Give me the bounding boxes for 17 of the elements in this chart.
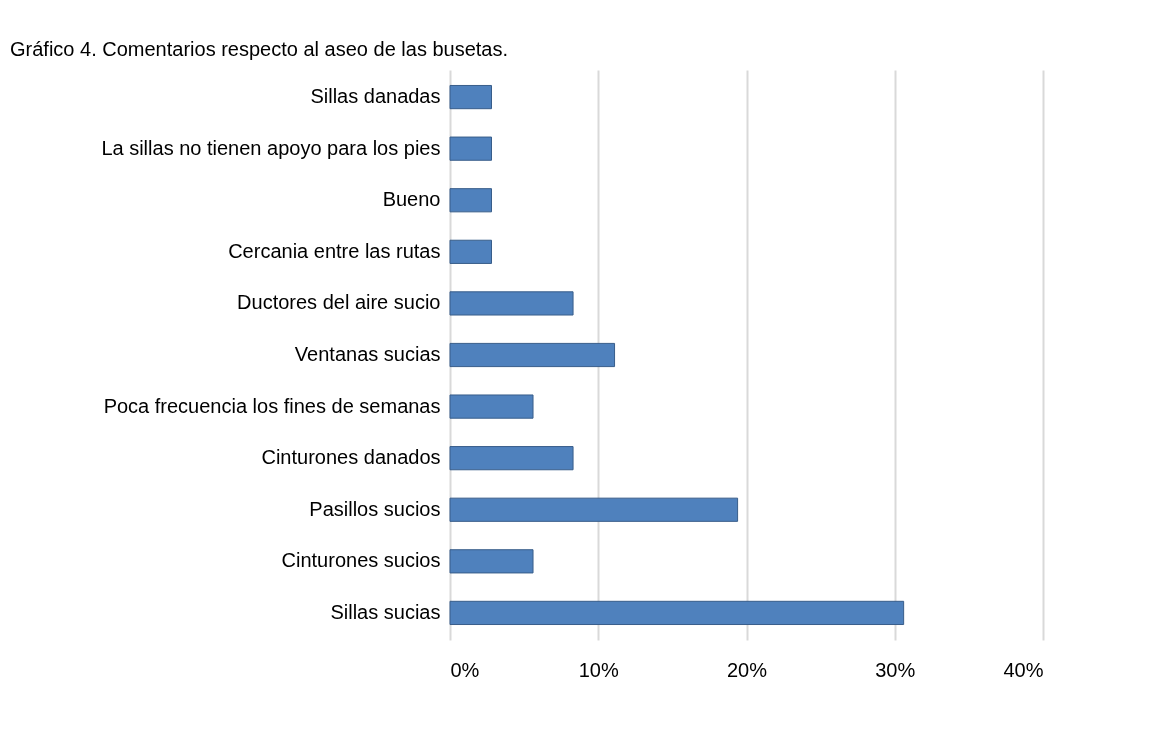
x-tick-label: 30% bbox=[875, 658, 916, 681]
y-tick-label: Cinturones danados bbox=[261, 446, 441, 469]
y-tick-label: Sillas danadas bbox=[310, 85, 441, 108]
y-tick-label: Cercania entre las rutas bbox=[228, 239, 441, 262]
y-tick-label: Ductores del aire sucio bbox=[237, 291, 441, 314]
x-tick-label: 10% bbox=[578, 658, 619, 681]
y-tick-label: Poca frecuencia los fines de semanas bbox=[103, 394, 441, 417]
y-tick-label: Ventanas sucias bbox=[294, 343, 441, 365]
y-tick-label: Pasillos sucios bbox=[309, 497, 441, 520]
y-tick-label: Sillas sucias bbox=[330, 600, 441, 623]
y-tick-label: Cinturones sucios bbox=[281, 549, 441, 572]
y-tick-label: La sillas no tienen apoyo para los pies bbox=[101, 136, 441, 159]
x-tick-label: 0% bbox=[450, 658, 480, 681]
x-tick-label: 20% bbox=[726, 658, 768, 681]
text: Gráfico 4. Comentarios respecto al aseo de las busetas. bbox=[10, 38, 509, 60]
x-tick-label: 40% bbox=[1003, 658, 1044, 681]
y-tick-label: Bueno bbox=[382, 188, 441, 211]
